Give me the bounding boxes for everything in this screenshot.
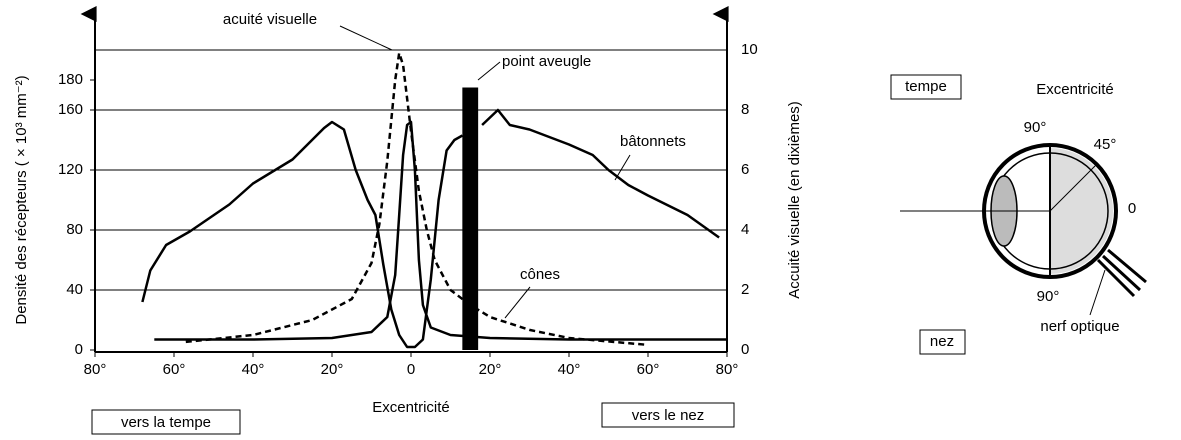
diagram-label: nerf optique [1040, 318, 1119, 335]
side-left: vers la tempe [121, 414, 211, 431]
x-tick-label: 20° [321, 361, 344, 378]
x-tick-label: 40° [558, 361, 581, 378]
diagram-label: 45° [1094, 136, 1117, 153]
x-tick-label: 80° [84, 361, 107, 378]
retina-shade [1050, 148, 1113, 274]
x-tick-label: 0 [407, 361, 415, 378]
x-tick-label: 60° [637, 361, 660, 378]
y-tick-label: 160 [58, 101, 83, 118]
series-label: acuité visuelle [223, 11, 317, 28]
page: Densité des récepteurs ( × 10³ mm⁻²) Acc… [0, 0, 1181, 435]
y2-tick-label: 0 [741, 341, 749, 358]
x-tick-label: 60° [163, 361, 186, 378]
x-tick-label: 20° [479, 361, 502, 378]
leader [1090, 270, 1105, 315]
y2-tick-label: 2 [741, 281, 749, 298]
y-tick-label: 0 [75, 341, 83, 358]
diagram-label: tempe [905, 78, 947, 95]
x-tick-label: 40° [242, 361, 265, 378]
y2-tick-label: 10 [741, 41, 758, 58]
blind-spot [462, 88, 478, 351]
diagram-label: 90° [1037, 288, 1060, 305]
leader [478, 62, 500, 80]
diagram-label: nez [930, 333, 954, 350]
eye-diagram: tempe Excentricité 90° 45° 0 90° nez ner… [891, 75, 1146, 354]
leader [505, 287, 530, 318]
leader [340, 26, 392, 50]
y-tick-label: 80 [66, 221, 83, 238]
y-tick-label: 40 [66, 281, 83, 298]
blind-spot-label: point aveugle [502, 53, 591, 70]
diagram-label: 0 [1128, 200, 1136, 217]
y2-label: Accuité visuelle (en dixièmes) [786, 101, 803, 299]
series-line [154, 122, 727, 340]
y-label: Densité des récepteurs ( × 10³ mm⁻²) [13, 75, 30, 324]
y-tick-label: 180 [58, 71, 83, 88]
diagram-label: Excentricité [1036, 81, 1114, 98]
series-label: bâtonnets [620, 133, 686, 150]
side-right: vers le nez [632, 407, 705, 424]
y2-tick-label: 4 [741, 221, 749, 238]
series-label: cônes [520, 266, 560, 283]
optic-nerve [1098, 250, 1146, 296]
y2-tick-label: 6 [741, 161, 749, 178]
x-label: Excentricité [372, 399, 450, 416]
y2-tick-label: 8 [741, 101, 749, 118]
x-tick-label: 80° [716, 361, 739, 378]
diagram-label: 90° [1024, 119, 1047, 136]
y-tick-label: 120 [58, 161, 83, 178]
